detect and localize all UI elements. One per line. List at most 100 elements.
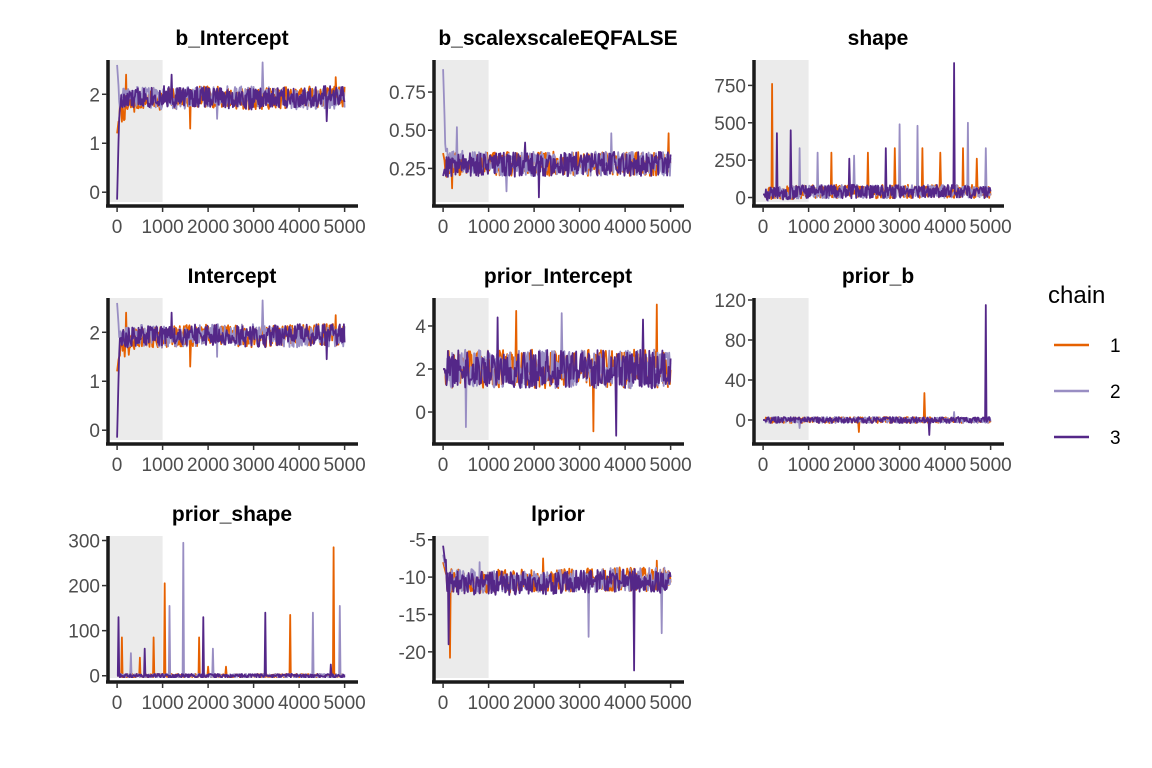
x-tick-label: 0 <box>438 217 449 238</box>
warmup-shading <box>754 298 809 440</box>
trace-chain-3 <box>116 311 346 438</box>
trace-lines <box>116 61 346 200</box>
panel-lprior: -20 -15 -10 -5 0 1000 2000 3000 4000 5000 lprior <box>399 503 692 714</box>
x-tick-label: 1000 <box>467 693 509 714</box>
panel-title: prior_Intercept <box>484 265 632 288</box>
panel-b-intercept: 0 1 2 0 1000 2000 3000 4000 5000 b_Intercept <box>89 27 365 238</box>
trace-chain-3 <box>442 316 672 437</box>
x-tick-label: 0 <box>758 217 769 238</box>
legend-label-chain-1: 1 <box>1110 336 1121 357</box>
x-tick-label: 2000 <box>513 693 555 714</box>
panel-title: b_Intercept <box>175 27 288 50</box>
x-tick-label: 2000 <box>187 693 229 714</box>
x-tick-label: 5000 <box>323 217 365 238</box>
y-tick-label: 250 <box>714 151 746 172</box>
x-tick-label: 0 <box>438 455 449 476</box>
x-tick-label: 5000 <box>323 455 365 476</box>
y-tick-label: 0.25 <box>389 159 426 180</box>
x-tick-label: 4000 <box>924 455 966 476</box>
y-tick-label: -20 <box>399 643 426 664</box>
x-tick-label: 4000 <box>278 455 320 476</box>
y-tick-label: 0.50 <box>389 121 426 142</box>
warmup-shading <box>108 298 163 440</box>
y-tick-label: -5 <box>409 531 426 552</box>
y-tick-label: 120 <box>714 291 746 312</box>
x-tick-label: 1000 <box>467 217 509 238</box>
x-tick-label: 0 <box>112 693 123 714</box>
x-tick-label: 5000 <box>649 455 691 476</box>
trace-chain-3 <box>442 545 672 672</box>
trace-lines <box>762 304 992 436</box>
x-tick-label: 0 <box>112 217 123 238</box>
y-tick-label: 200 <box>68 577 100 598</box>
panel-prior-intercept: 0 2 4 0 1000 2000 3000 4000 5000 prior_Intercept <box>415 265 691 476</box>
x-tick-label: 1000 <box>467 455 509 476</box>
legend-title: chain <box>1048 282 1105 309</box>
chain-legend: chain 1 2 3 <box>1048 282 1121 449</box>
panel-title: prior_b <box>842 265 914 288</box>
y-tick-label: 4 <box>415 317 426 338</box>
y-tick-label: 750 <box>714 76 746 97</box>
y-tick-label: -10 <box>399 568 426 589</box>
x-tick-label: 1000 <box>787 217 829 238</box>
trace-chain-3 <box>116 73 346 200</box>
x-tick-label: 3000 <box>232 693 274 714</box>
x-tick-label: 0 <box>438 693 449 714</box>
y-tick-label: 40 <box>725 371 746 392</box>
x-tick-label: 5000 <box>969 455 1011 476</box>
x-tick-label: 2000 <box>833 217 875 238</box>
y-tick-label: 1 <box>89 134 100 155</box>
x-tick-label: 1000 <box>141 693 183 714</box>
trace-lines <box>116 541 346 678</box>
x-tick-label: 4000 <box>278 217 320 238</box>
x-tick-label: 3000 <box>232 217 274 238</box>
x-tick-label: 5000 <box>323 693 365 714</box>
y-tick-label: 300 <box>68 532 100 553</box>
x-tick-label: 3000 <box>558 455 600 476</box>
trace-chain-3 <box>116 611 346 678</box>
panel-title: Intercept <box>188 265 277 288</box>
panel-title: shape <box>848 27 909 50</box>
panel-shape: 0 250 500 750 0 1000 2000 3000 4000 5000 shape <box>714 27 1011 238</box>
y-tick-label: 0 <box>89 183 100 204</box>
y-tick-label: 2 <box>415 360 426 381</box>
x-tick-label: 3000 <box>878 217 920 238</box>
x-tick-label: 2000 <box>833 455 875 476</box>
x-tick-label: 4000 <box>278 693 320 714</box>
trace-lines <box>116 299 346 438</box>
y-tick-label: 0 <box>735 189 746 210</box>
trace-lines <box>442 69 672 199</box>
y-tick-label: 0 <box>415 403 426 424</box>
trace-lines <box>442 545 672 672</box>
y-tick-label: 0.75 <box>389 83 426 104</box>
x-tick-label: 4000 <box>604 693 646 714</box>
y-tick-label: 100 <box>68 622 100 643</box>
x-tick-label: 4000 <box>604 217 646 238</box>
panel-intercept: 0 1 2 0 1000 2000 3000 4000 5000 Intercept <box>89 265 365 476</box>
panel-prior-b: 0 40 80 120 0 1000 2000 3000 4000 5000 prior_b <box>714 265 1011 476</box>
x-tick-label: 3000 <box>558 217 600 238</box>
y-tick-label: 0 <box>89 421 100 442</box>
trace-lines <box>762 62 992 202</box>
y-tick-label: 80 <box>725 331 746 352</box>
x-tick-label: 5000 <box>969 217 1011 238</box>
x-tick-label: 2000 <box>513 455 555 476</box>
x-tick-label: 1000 <box>787 455 829 476</box>
x-tick-label: 5000 <box>649 217 691 238</box>
x-tick-label: 4000 <box>924 217 966 238</box>
x-tick-label: 2000 <box>187 455 229 476</box>
x-tick-label: 3000 <box>232 455 274 476</box>
trace-chain-3 <box>762 62 992 201</box>
panel-title: prior_shape <box>172 503 292 526</box>
warmup-shading <box>434 60 489 202</box>
x-tick-label: 3000 <box>558 693 600 714</box>
warmup-shading <box>108 60 163 202</box>
x-tick-label: 1000 <box>141 455 183 476</box>
x-tick-label: 2000 <box>513 217 555 238</box>
y-tick-label: 0 <box>89 667 100 688</box>
panel-title: lprior <box>531 503 585 526</box>
x-tick-label: 4000 <box>604 455 646 476</box>
x-tick-label: 2000 <box>187 217 229 238</box>
y-tick-label: 500 <box>714 114 746 135</box>
